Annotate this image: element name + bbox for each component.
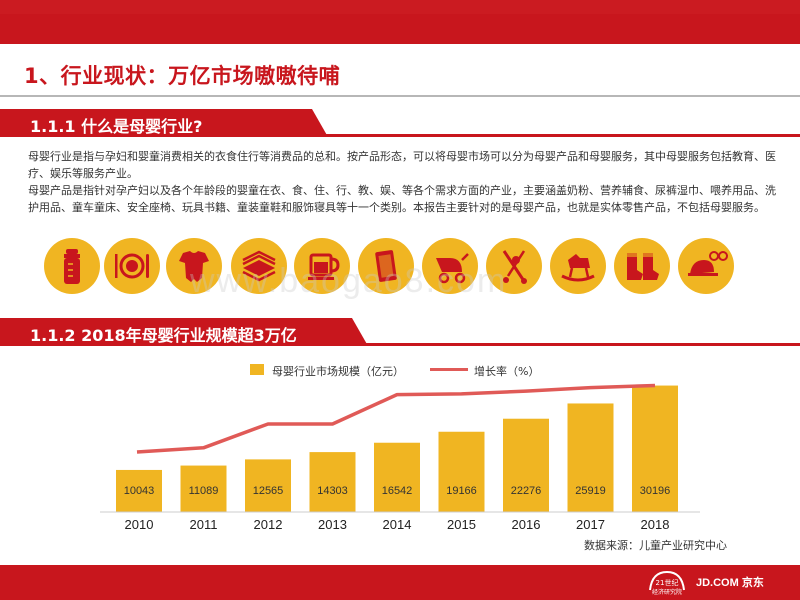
bar-2018 — [632, 385, 678, 512]
x-tick-2015: 2015 — [447, 517, 476, 532]
market-size-chart: 10043 11089 12565 14303 16542 19166 22276 25919… — [100, 383, 700, 532]
tablet-icon — [358, 238, 414, 294]
bar-2015 — [438, 431, 485, 512]
bar-2013 — [309, 452, 356, 512]
x-tick-2010: 2010 — [125, 517, 154, 532]
bar-value-label-2016: 22276 — [511, 485, 542, 497]
data-source: 数据来源：儿童产业研究中心 — [584, 539, 727, 552]
page-title: 1、行业现状：万亿市场嗷嗷待哺 — [24, 64, 341, 88]
x-tick-2013: 2013 — [318, 517, 347, 532]
title-divider — [0, 95, 800, 97]
stacked-diapers-icon — [231, 238, 287, 294]
section-1-tab — [0, 109, 328, 137]
legend-bar-swatch — [250, 364, 264, 375]
bar-value-label-2011: 11089 — [189, 485, 219, 497]
section-1-rule — [0, 134, 800, 137]
baby-swing-icon — [486, 238, 542, 294]
section-1-heading: 1.1.1 什么是母婴行业? — [30, 117, 203, 136]
category-icon-row — [44, 238, 784, 296]
description-text: 母婴行业是指与孕妇和婴童消费相关的衣食住行等消费品的总和。按产品形态，可以将母婴… — [28, 148, 778, 216]
bar-2011 — [180, 465, 227, 512]
section-2-heading: 1.1.2 2018年母婴行业规模超3万亿 — [30, 326, 297, 345]
x-tick-2017: 2017 — [576, 517, 605, 532]
jd-logo: JD.COM 京东 — [696, 577, 764, 589]
section-2-tab — [0, 318, 368, 346]
bar-value-label-2012: 12565 — [253, 485, 284, 497]
bar-value-label-2010: 10043 — [124, 485, 155, 497]
bar-value-label-2014: 16542 — [382, 485, 413, 497]
section-2-rule — [0, 343, 800, 346]
rocking-horse-icon — [550, 238, 606, 294]
top-bar-decoration — [0, 0, 800, 14]
baby-bottle-icon — [44, 238, 100, 294]
bar-2016 — [503, 418, 549, 512]
legend-line-swatch — [430, 368, 468, 371]
plate-cutlery-icon — [104, 238, 160, 294]
section-2-band: 1.1.2 2018年母婴行业规模超3万亿 — [0, 318, 800, 346]
x-tick-2011: 2011 — [190, 517, 218, 532]
x-tick-2014: 2014 — [383, 517, 412, 532]
x-tick-2018: 2018 — [641, 517, 670, 532]
bar-2017 — [567, 403, 614, 512]
logo-21-line1: 21世纪 — [656, 578, 679, 587]
cup-icon — [294, 238, 350, 294]
description-paragraph-1: 母婴行业是指与孕妇和婴童消费相关的衣食住行等消费品的总和。按产品形态，可以将母婴… — [28, 150, 776, 180]
bar-2014 — [374, 442, 420, 512]
bar-value-label-2013: 14303 — [317, 485, 348, 497]
section-1-band: 1.1.1 什么是母婴行业? — [0, 109, 800, 137]
legend-line-label: 增长率（%） — [474, 365, 540, 378]
stroller-icon — [422, 238, 478, 294]
bar-2012 — [245, 459, 291, 512]
bottom-red-bar — [0, 565, 800, 600]
watermark-text: www.baogao8.com — [190, 262, 508, 300]
bar-value-label-2015: 19166 — [446, 485, 477, 497]
bar-value-label-2018: 30196 — [640, 485, 671, 497]
hat-sunglasses-icon — [678, 238, 734, 294]
onesie-icon — [166, 238, 222, 294]
x-tick-2012: 2012 — [254, 517, 283, 532]
21-century-logo: 21世纪 经济研究院 — [649, 570, 685, 596]
description-paragraph-2: 母婴产品是指针对孕产妇以及各个年龄段的婴童在衣、食、住、行、教、娱、等各个需求方… — [28, 184, 776, 214]
logo-21-line2: 经济研究院 — [652, 588, 682, 596]
baby-socks-icon — [614, 238, 670, 294]
bar-value-label-2017: 25919 — [575, 485, 606, 497]
bar-2010 — [116, 469, 162, 512]
top-red-bar — [0, 0, 800, 44]
x-tick-2016: 2016 — [512, 517, 541, 532]
growth-rate-line — [136, 383, 656, 454]
legend-bar-label: 母婴行业市场规模（亿元） — [272, 365, 404, 378]
